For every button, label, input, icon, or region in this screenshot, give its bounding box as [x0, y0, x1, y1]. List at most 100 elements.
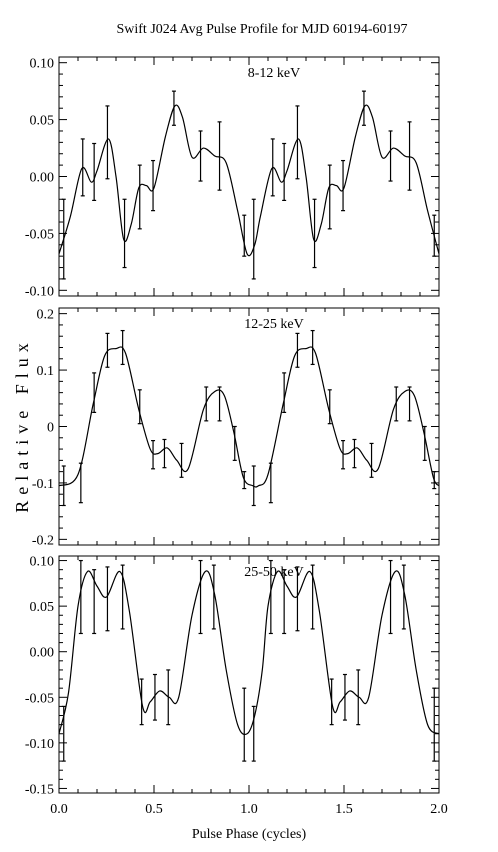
data-point-errorbar: [137, 389, 142, 425]
data-point-errorbar: [388, 130, 393, 182]
plot-frame: [58, 555, 440, 794]
data-point-errorbar: [388, 559, 393, 635]
data-point-errorbar: [179, 442, 184, 478]
data-point-errorbar: [217, 121, 222, 191]
data-point-errorbar: [151, 440, 156, 470]
data-point-errorbar: [120, 329, 125, 366]
y-tick-label: -0.15: [25, 782, 54, 797]
data-point-errorbar: [92, 142, 97, 201]
data-point-errorbar: [78, 559, 83, 635]
data-point-errorbar: [407, 121, 412, 191]
plot-frame: [58, 307, 440, 546]
x-tick-label: 1.5: [335, 802, 353, 817]
panel-label: 12-25 keV: [244, 317, 304, 332]
data-point-errorbar: [251, 465, 256, 507]
y-tick-label: 0: [47, 421, 54, 436]
data-point-errorbar: [242, 214, 247, 257]
data-point-errorbar: [78, 462, 83, 504]
y-tick-label: -0.05: [25, 691, 54, 706]
data-point-errorbar: [295, 332, 300, 368]
data-point-errorbar: [61, 198, 66, 280]
y-tick-label: 0.05: [30, 600, 55, 615]
data-point-errorbar: [217, 386, 222, 422]
data-point-errorbar: [198, 130, 203, 182]
data-point-errorbar: [310, 329, 315, 366]
data-point-errorbar: [232, 425, 237, 461]
y-tick-label: 0.10: [30, 555, 55, 570]
y-tick-label: -0.1: [32, 477, 54, 492]
y-tick-label: 0.10: [30, 57, 55, 72]
x-axis-label: Pulse Phase (cycles): [192, 827, 307, 842]
x-tick-label: 0.5: [145, 802, 163, 817]
panel-label: 8-12 keV: [248, 66, 301, 81]
x-tick-label: 0.0: [50, 802, 68, 817]
data-point-errorbar: [394, 386, 399, 422]
data-point-errorbar: [251, 198, 256, 280]
panel-1: -0.10 -0.05 0.00 0.05 0.10 8-12 keV: [25, 56, 440, 299]
data-point-errorbar: [137, 164, 142, 230]
data-point-errorbar: [310, 564, 315, 630]
data-point-errorbar: [356, 669, 361, 726]
data-point-errorbar: [361, 90, 366, 126]
y-tick-label: -0.10: [25, 737, 54, 752]
data-point-errorbar: [166, 669, 171, 726]
data-point-errorbar: [61, 465, 66, 507]
data-point-errorbar: [369, 442, 374, 478]
data-point-errorbar: [122, 198, 127, 269]
data-point-errorbar: [342, 673, 347, 721]
data-point-errorbar: [251, 705, 256, 762]
data-point-errorbar: [105, 332, 110, 368]
data-point-errorbar: [312, 198, 317, 269]
data-point-errorbar: [329, 678, 334, 726]
data-point-errorbar: [268, 462, 273, 504]
data-point-errorbar: [198, 559, 203, 635]
data-point-errorbar: [151, 159, 156, 212]
data-point-errorbar: [407, 386, 412, 422]
data-point-errorbar: [162, 438, 167, 469]
data-point-errorbar: [341, 159, 346, 212]
data-point-errorbar: [242, 687, 247, 762]
data-point-errorbar: [432, 471, 437, 490]
panel-2: -0.2 -0.1 0 0.1 0.2 12-25 keV: [32, 307, 440, 548]
y-tick-label: 0.00: [30, 171, 55, 186]
panel-3: 0.0 0.5 1.0 1.5 2.0 -0.15 -0.10 -0.05 0.00 0.05 0.…: [25, 555, 448, 817]
data-point-errorbar: [120, 564, 125, 630]
model-curve: [58, 570, 440, 736]
data-point-errorbar: [80, 138, 85, 197]
y-tick-label: -0.2: [32, 533, 54, 548]
y-tick-label: 0.2: [37, 308, 55, 323]
data-point-errorbar: [295, 105, 300, 180]
data-point-errorbar: [105, 105, 110, 180]
data-point-errorbar: [295, 566, 300, 632]
data-point-errorbar: [282, 372, 287, 413]
model-curve: [58, 346, 440, 488]
data-point-errorbar: [92, 372, 97, 413]
y-tick-label: 0.00: [30, 646, 55, 661]
data-point-errorbar: [352, 438, 357, 469]
data-point-errorbar: [211, 564, 216, 630]
y-tick-label: 0.1: [37, 364, 55, 379]
data-point-errorbar: [92, 569, 97, 635]
data-point-errorbar: [432, 214, 437, 257]
data-point-errorbar: [327, 164, 332, 230]
data-point-errorbar: [282, 142, 287, 201]
data-point-errorbar: [432, 687, 437, 762]
data-point-errorbar: [139, 678, 144, 726]
model-curve: [58, 104, 440, 257]
data-point-errorbar: [341, 440, 346, 470]
data-point-errorbar: [401, 564, 406, 630]
data-point-errorbar: [204, 386, 209, 422]
y-axis-label: Relative Flux: [12, 337, 32, 513]
y-tick-label: -0.05: [25, 227, 54, 242]
x-tick-label: 1.0: [240, 802, 258, 817]
data-point-errorbar: [152, 673, 157, 721]
data-point-errorbar: [422, 425, 427, 461]
x-tick-label: 2.0: [430, 802, 448, 817]
data-point-errorbar: [270, 138, 275, 197]
data-point-errorbar: [171, 90, 176, 126]
data-point-errorbar: [282, 569, 287, 635]
data-point-errorbar: [105, 566, 110, 632]
y-tick-label: 0.05: [30, 114, 55, 129]
y-tick-label: -0.10: [25, 284, 54, 299]
